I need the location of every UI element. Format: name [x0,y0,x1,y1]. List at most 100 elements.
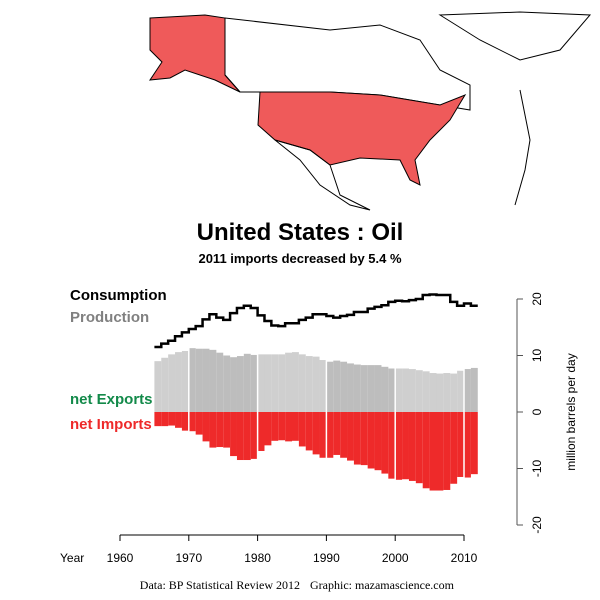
production-bar [402,368,409,412]
production-bar [292,352,299,412]
import-bar [422,412,430,489]
import-bar [408,412,416,481]
production-bar [326,361,334,412]
production-bar [333,360,341,412]
production-bar [243,353,251,412]
production-bar [175,352,182,412]
import-bar [298,412,306,447]
production-bar [374,365,382,412]
import-bar [285,412,293,442]
chart-subtitle: 2011 imports decreased by 5.4 % [198,251,401,266]
production-bar [257,354,265,412]
import-bar [243,412,251,461]
y-tick-label: -10 [530,460,544,478]
production-bar [188,348,196,412]
map-usa [257,91,467,186]
production-bar [305,356,313,412]
map-alaska [148,14,241,93]
production-bar [340,361,348,412]
production-bar [429,373,437,412]
y-tick-label: -20 [530,516,544,534]
production-bar [443,373,451,412]
legend-exports: net Exports [70,391,153,408]
production-bar [264,354,272,412]
legend-consumption: Consumption [70,287,167,304]
chart-title: United States : Oil [197,219,404,246]
production-bar [271,354,279,412]
production-bar [250,354,258,412]
x-tick-label: 1960 [107,551,134,565]
import-bar [161,412,169,427]
x-tick-label: 1980 [244,551,271,565]
x-tick-label: 1990 [313,551,340,565]
x-tick-label: 1970 [175,551,202,565]
import-bar [216,412,224,448]
production-bar [395,368,403,412]
production-bar [408,369,416,412]
import-bar [360,412,368,466]
x-tick-label: 2000 [382,551,409,565]
y-tick-label: 20 [530,292,544,306]
import-bar [436,412,444,491]
import-bar [333,412,341,455]
production-bar [285,352,293,412]
import-bar [312,412,320,455]
import-bar [353,412,361,465]
import-bar [381,412,389,474]
import-bar [326,412,334,458]
import-bar [271,412,279,441]
production-bar [278,354,286,412]
import-bar [175,412,182,428]
production-bar [353,364,361,412]
import-bar [464,412,471,478]
import-bar [347,412,354,461]
footer-source: Data: BP Statistical Review 2012 [140,578,300,592]
import-bar [319,412,327,458]
import-bar [429,412,437,491]
production-bar [457,370,465,412]
production-bar [436,373,444,412]
import-bar [305,412,313,451]
import-bar [388,412,396,479]
production-bar [209,349,217,412]
import-bar [264,412,272,446]
import-bar [402,412,409,480]
production-bar [464,369,471,412]
production-bar [230,357,237,412]
import-bar [223,412,231,448]
production-bar [223,355,231,412]
production-bar [319,360,327,412]
production-bar [202,348,210,412]
import-bar [250,412,258,459]
y-axis-label: million barrels per day [564,353,578,470]
import-bar [154,412,162,427]
production-bar [236,356,244,412]
footer-graphic: Graphic: mazamascience.com [310,578,455,592]
map-coast-east [514,89,531,206]
import-bar [230,412,237,457]
production-bar [154,361,162,412]
import-bar [236,412,244,461]
map-greenland [438,11,592,61]
production-bar [367,365,375,412]
import-bar [340,412,348,458]
import-bar [395,412,403,480]
production-bar [422,371,430,412]
import-bar [415,412,423,484]
production-bar [168,354,176,412]
production-bar [312,356,320,412]
production-bar [161,357,169,412]
import-bar [195,412,203,435]
import-bar [470,412,478,475]
x-tick-label: 2010 [451,551,478,565]
production-bar [381,366,389,412]
production-bar [195,348,203,412]
production-bar [347,363,354,412]
import-bar [443,412,451,490]
x-axis-label: Year [60,551,84,565]
import-bar [257,412,265,451]
legend-imports: net Imports [70,416,152,433]
production-bar [415,370,423,412]
legend-production: Production [70,309,149,326]
map-mexico [274,139,371,211]
